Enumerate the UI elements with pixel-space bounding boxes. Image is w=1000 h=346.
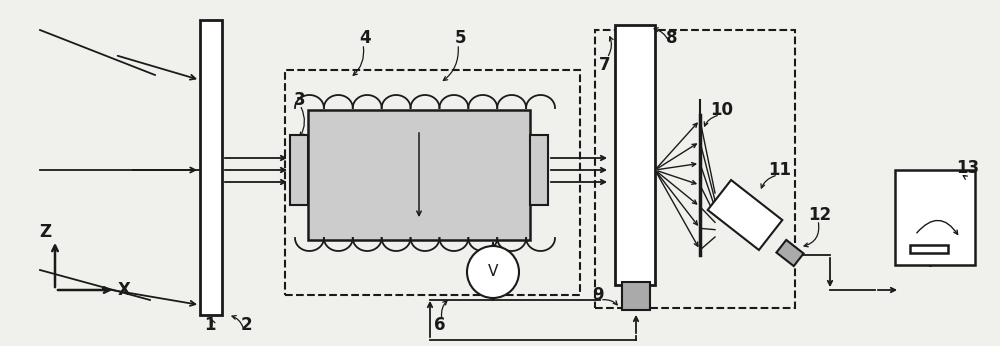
Bar (290, 135, 308, 205)
Polygon shape (776, 240, 804, 266)
Text: 1: 1 (204, 316, 216, 334)
Bar (200, 20, 222, 315)
Text: V: V (488, 264, 498, 280)
Text: 7: 7 (599, 56, 611, 74)
Circle shape (467, 246, 519, 298)
Text: 6: 6 (434, 316, 446, 334)
Text: 10: 10 (710, 101, 734, 119)
Text: 2: 2 (240, 316, 252, 334)
Text: 13: 13 (956, 159, 980, 177)
Bar (285, 70, 580, 295)
Text: 3: 3 (294, 91, 306, 109)
Bar (910, 245, 948, 253)
Text: 11: 11 (768, 161, 792, 179)
Text: Z: Z (39, 223, 51, 241)
Text: 5: 5 (454, 29, 466, 47)
Text: 12: 12 (808, 206, 832, 224)
Bar (530, 135, 548, 205)
Text: 8: 8 (666, 29, 678, 47)
Bar (895, 170, 975, 265)
Text: 4: 4 (359, 29, 371, 47)
Text: X: X (118, 281, 130, 299)
Bar (308, 110, 530, 240)
Text: 9: 9 (592, 286, 604, 304)
Polygon shape (708, 180, 782, 250)
Bar (595, 30, 795, 308)
Bar (622, 282, 650, 310)
Bar (615, 25, 655, 285)
